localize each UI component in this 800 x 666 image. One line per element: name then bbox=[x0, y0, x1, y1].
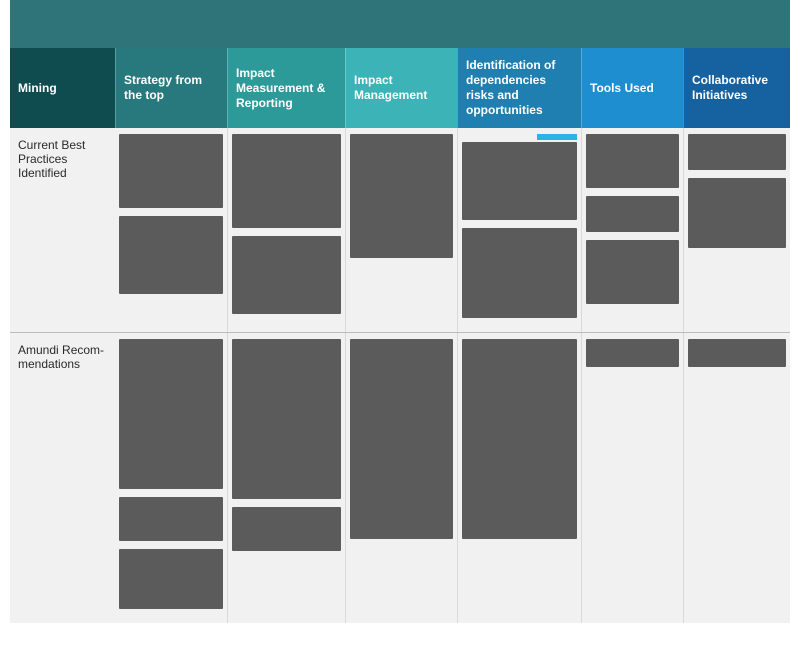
row-cols-amundi bbox=[115, 333, 790, 623]
content-block bbox=[688, 339, 786, 367]
header-tools: Tools Used bbox=[581, 48, 683, 128]
content-block bbox=[119, 216, 223, 294]
row-amundi: Amundi Recom- mendations bbox=[10, 333, 790, 623]
content-block bbox=[350, 339, 453, 539]
cell-amundi-ident bbox=[457, 333, 581, 623]
content-block bbox=[462, 339, 577, 539]
cell-best-impact_m bbox=[227, 128, 345, 332]
cell-amundi-impact_g bbox=[345, 333, 457, 623]
content-block bbox=[462, 228, 577, 318]
row-cols-best bbox=[115, 128, 790, 332]
accent-bar bbox=[537, 134, 577, 140]
row-best: Current Best Practices Identified bbox=[10, 128, 790, 332]
cell-best-ident bbox=[457, 128, 581, 332]
cell-amundi-strategy bbox=[115, 333, 227, 623]
header-impact_m: Impact Measurement & Reporting bbox=[227, 48, 345, 128]
cell-amundi-tools bbox=[581, 333, 683, 623]
header-ident: Identification of dependencies risks and… bbox=[457, 48, 581, 128]
header-strategy: Strategy from the top bbox=[115, 48, 227, 128]
content-block bbox=[462, 142, 577, 220]
row-label-amundi: Amundi Recom- mendations bbox=[10, 333, 115, 623]
header-mining: Mining bbox=[10, 48, 115, 128]
content-block bbox=[119, 497, 223, 541]
content-block bbox=[586, 134, 679, 188]
table-body: Current Best Practices IdentifiedAmundi … bbox=[10, 128, 790, 623]
cell-amundi-impact_m bbox=[227, 333, 345, 623]
cell-best-impact_g bbox=[345, 128, 457, 332]
cell-best-strategy bbox=[115, 128, 227, 332]
table-root: MiningStrategy from the topImpact Measur… bbox=[10, 0, 790, 623]
content-block bbox=[232, 507, 341, 551]
cell-best-tools bbox=[581, 128, 683, 332]
content-block bbox=[119, 549, 223, 609]
content-block bbox=[586, 339, 679, 367]
content-block bbox=[586, 196, 679, 232]
content-block bbox=[232, 236, 341, 314]
content-block bbox=[688, 178, 786, 248]
header-row: MiningStrategy from the topImpact Measur… bbox=[10, 48, 790, 128]
content-block bbox=[119, 134, 223, 208]
content-block bbox=[688, 134, 786, 170]
row-label-best: Current Best Practices Identified bbox=[10, 128, 115, 332]
cell-amundi-collab bbox=[683, 333, 790, 623]
top-banner bbox=[10, 0, 790, 48]
content-block bbox=[350, 134, 453, 258]
header-impact_g: Impact Management bbox=[345, 48, 457, 128]
header-collab: Collaborative Initiatives bbox=[683, 48, 790, 128]
cell-best-collab bbox=[683, 128, 790, 332]
content-block bbox=[232, 339, 341, 499]
content-block bbox=[119, 339, 223, 489]
content-block bbox=[232, 134, 341, 228]
content-block bbox=[586, 240, 679, 304]
